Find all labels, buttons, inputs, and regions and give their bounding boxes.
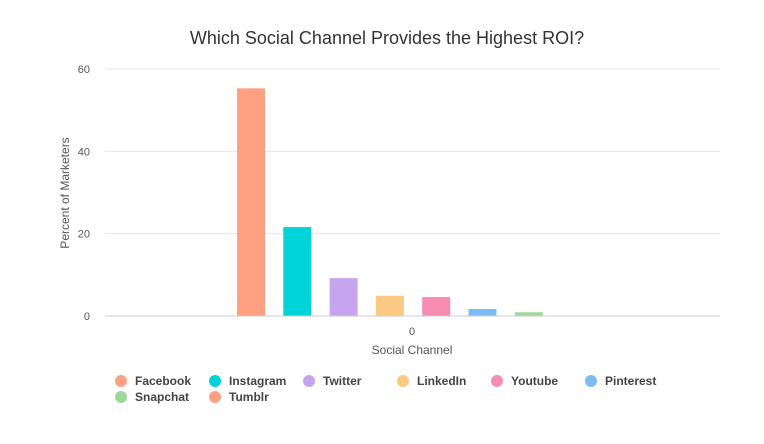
legend-label: LinkedIn [417, 374, 467, 388]
legend-item-tumblr[interactable]: Tumblr [209, 390, 303, 404]
x-axis-label: Social Channel [372, 343, 453, 357]
bar-linkedin[interactable] [375, 295, 404, 316]
legend-swatch [585, 375, 597, 387]
legend-swatch [209, 391, 221, 403]
legend-swatch [491, 375, 503, 387]
legend-label: Snapchat [135, 390, 190, 404]
legend-swatch [303, 375, 315, 387]
y-tick-label: 60 [78, 64, 90, 76]
chart-legend: Facebook Instagram Twitter LinkedIn Youtube P… [115, 374, 695, 404]
bar-twitter[interactable] [329, 278, 358, 316]
x-tick-label: 0 [409, 326, 415, 338]
legend-swatch [209, 375, 221, 387]
legend-item-facebook[interactable]: Facebook [115, 374, 209, 388]
legend-item-twitter[interactable]: Twitter [303, 374, 397, 388]
legend-swatch [115, 375, 127, 387]
gridlines [105, 68, 720, 235]
bar-instagram[interactable] [283, 227, 312, 316]
bar-snapchat[interactable] [514, 312, 543, 316]
bar-youtube[interactable] [422, 297, 451, 316]
legend-item-instagram[interactable]: Instagram [209, 374, 303, 388]
legend-item-snapchat[interactable]: Snapchat [115, 390, 209, 404]
y-tick-label: 40 [78, 146, 90, 158]
legend-swatch [397, 375, 409, 387]
legend-swatch [115, 391, 127, 403]
y-axis-ticks: 0 20 40 60 [78, 64, 90, 323]
y-tick-label: 0 [84, 311, 90, 323]
bar-pinterest[interactable] [468, 309, 497, 316]
legend-label: Facebook [135, 374, 192, 388]
legend-item-youtube[interactable]: Youtube [491, 374, 585, 388]
legend-label: Youtube [511, 374, 559, 388]
legend-label: Twitter [323, 374, 362, 388]
y-axis-label: Percent of Marketers [58, 137, 72, 248]
y-tick-label: 20 [78, 229, 90, 241]
legend-label: Pinterest [605, 374, 657, 388]
legend-item-pinterest[interactable]: Pinterest [585, 374, 679, 388]
legend-label: Instagram [229, 374, 287, 388]
bars [237, 88, 543, 317]
legend-label: Tumblr [229, 390, 269, 404]
legend-item-linkedin[interactable]: LinkedIn [397, 374, 491, 388]
chart-title: Which Social Channel Provides the Highes… [189, 28, 585, 48]
bar-facebook[interactable] [237, 88, 265, 317]
